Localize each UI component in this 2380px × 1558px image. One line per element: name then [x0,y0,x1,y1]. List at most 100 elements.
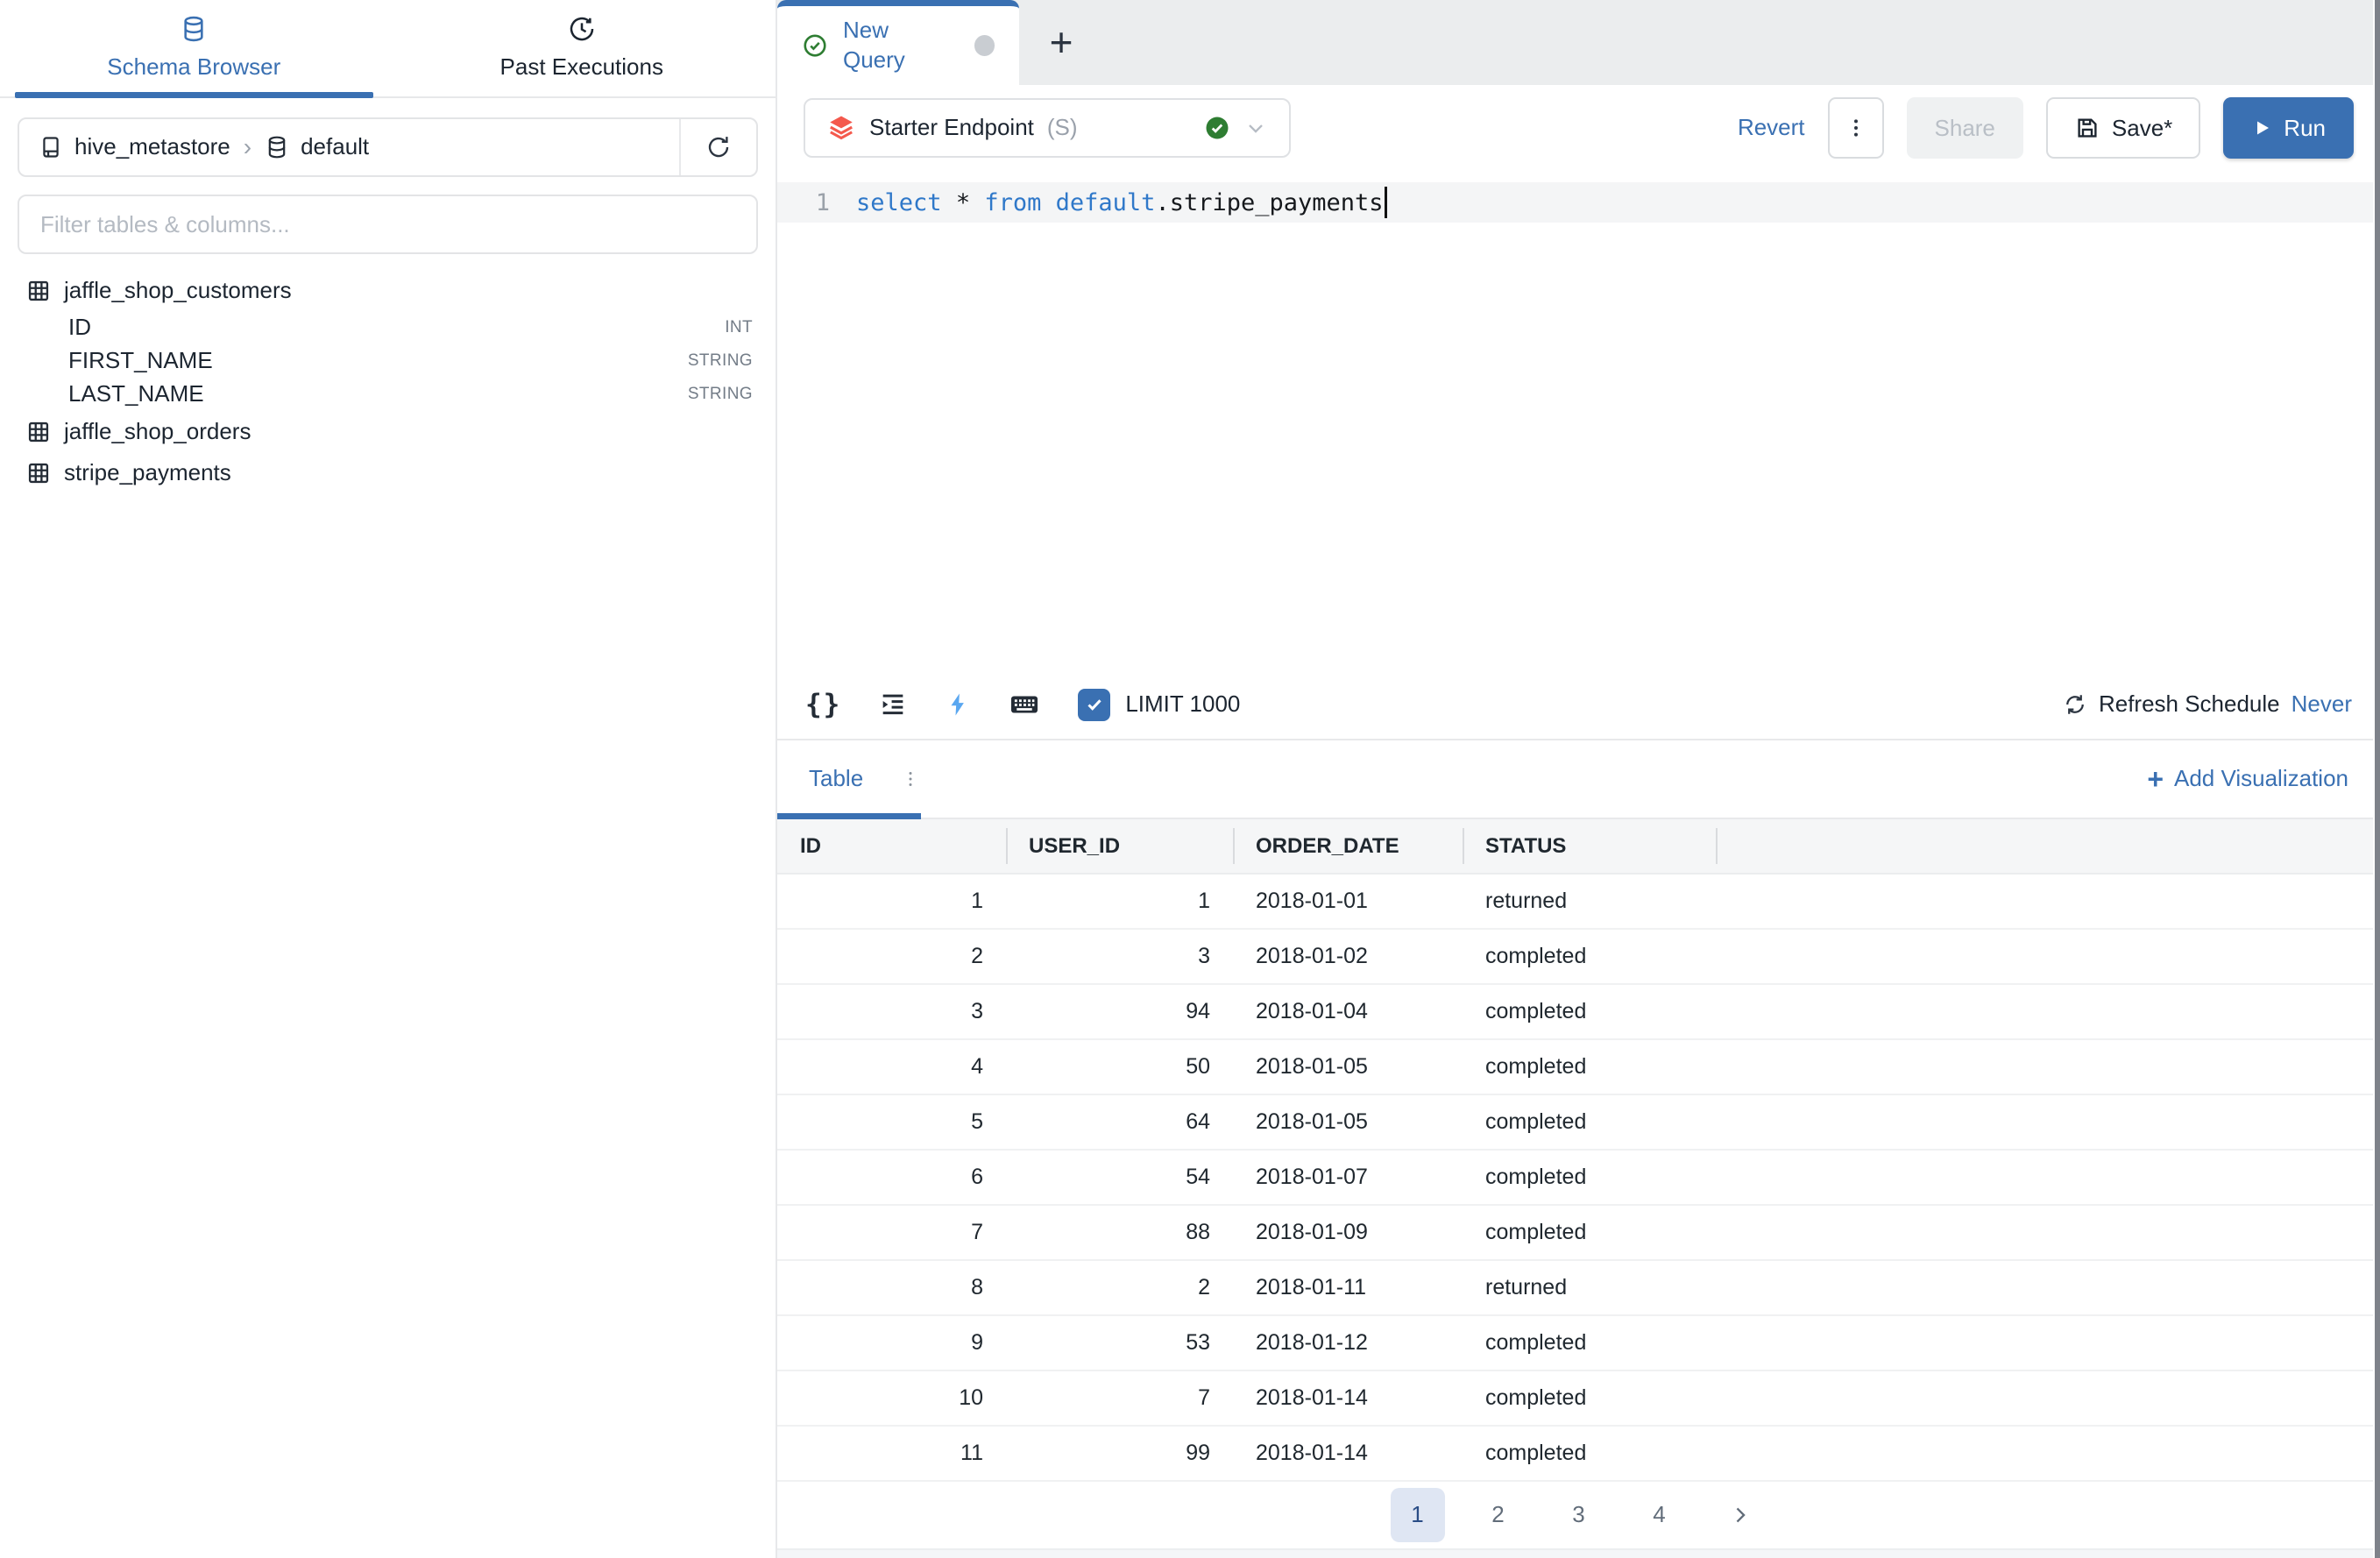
cell-order_date: 2018-01-14 [1256,1385,1368,1411]
endpoint-layers-icon [826,113,856,143]
sql-editor[interactable]: 1 select * from default.stripe_payments [777,171,2380,670]
cell-order_date: 2018-01-02 [1256,944,1368,969]
table-item-jaffle_shop_orders[interactable]: jaffle_shop_orders [18,411,758,452]
indent-icon[interactable] [878,690,908,719]
table-row: 10 7 2018-01-14 completed [777,1371,2380,1427]
save-button[interactable]: Save* [2045,97,2201,159]
page-button-2[interactable]: 2 [1491,1501,1505,1528]
more-actions-button[interactable] [1827,97,1884,159]
refresh-schedule-icon [2063,692,2087,717]
cell-user_id: 53 [1186,1330,1210,1356]
page-button-4[interactable]: 4 [1653,1501,1666,1528]
next-page-button[interactable] [1713,1488,1767,1542]
query-tabstrip: New Query + [777,0,2380,85]
breadcrumb-path[interactable]: hive_metastore › default [19,131,679,163]
table-row: 7 88 2018-01-09 completed [777,1206,2380,1261]
column-item-id[interactable]: ID INT [18,311,758,344]
column-type: STRING [687,351,753,370]
endpoint-status-icon [1204,115,1230,141]
tab-past-executions[interactable]: Past Executions [388,0,776,96]
query-tab-label: New Query [843,17,905,73]
table-item-jaffle_shop_customers[interactable]: jaffle_shop_customers [18,270,758,311]
share-button[interactable]: Share [1906,97,2023,159]
column-header-status[interactable]: STATUS [1463,819,1716,873]
refresh-schema-button[interactable] [679,119,756,175]
column-header-id[interactable]: ID [800,833,821,858]
column-item-first_name[interactable]: FIRST_NAME STRING [18,344,758,378]
limit-label: LIMIT 1000 [1125,690,1241,718]
table-row: 5 64 2018-01-05 completed [777,1095,2380,1151]
keyboard-shortcuts-icon[interactable] [1008,688,1041,721]
add-tab-button[interactable]: + [1049,18,1073,65]
cell-status: completed [1485,944,1587,969]
vertical-scrollbar[interactable] [2373,0,2380,1558]
column-name: ID [68,314,91,341]
cell-status: completed [1485,1165,1587,1190]
kebab-icon [1844,116,1868,140]
refresh-schedule-label: Refresh Schedule [2098,690,2280,718]
cell-id: 4 [971,1054,983,1080]
cell-filler [1716,1371,2380,1425]
filter-input[interactable] [18,195,758,254]
endpoint-selector[interactable]: Starter Endpoint (S) [804,98,1291,158]
active-tab-indicator [777,813,921,819]
tab-schema-browser[interactable]: Schema Browser [0,0,388,98]
cell-user_id: 64 [1186,1109,1210,1135]
bottom-strip [777,1548,2380,1558]
cell-order_date: 2018-01-05 [1256,1054,1368,1080]
column-item-last_name[interactable]: LAST_NAME STRING [18,378,758,411]
cell-status: completed [1485,1441,1587,1466]
cell-status: returned [1485,889,1568,914]
limit-toggle[interactable]: LIMIT 1000 [1078,688,1241,721]
cell-filler [1716,1095,2380,1149]
breadcrumb-schema[interactable]: default [301,133,370,160]
table-tab-kebab-icon[interactable] [900,768,921,790]
clock-icon [568,14,596,44]
sql-token: * [955,188,971,216]
column-header-order_date[interactable]: ORDER_DATE [1233,819,1463,873]
table-row: 8 2 2018-01-11 returned [777,1261,2380,1316]
page-button-1[interactable]: 1 [1390,1488,1445,1542]
cell-filler [1716,1040,2380,1094]
cell-status: completed [1485,1385,1587,1411]
format-query-button[interactable]: {} [805,689,842,720]
lightning-icon[interactable] [945,691,971,718]
column-name: LAST_NAME [68,380,204,407]
add-visualization-button[interactable]: + Add Visualization [2147,764,2348,794]
cell-filler [1716,1316,2380,1370]
breadcrumb-catalog[interactable]: hive_metastore [74,133,230,160]
table-item-stripe_payments[interactable]: stripe_payments [18,452,758,493]
tab-new-query[interactable]: New Query [777,0,1019,85]
endpoint-size: (S) [1046,114,1078,141]
run-label: Run [2284,114,2326,141]
cell-user_id: 50 [1186,1054,1210,1080]
cell-order_date: 2018-01-09 [1256,1220,1368,1245]
sql-token: from [984,188,1042,216]
refresh-schedule-value[interactable]: Never [2291,690,2352,718]
cell-id: 3 [971,999,983,1024]
limit-checkbox[interactable] [1078,688,1111,721]
cell-id: 5 [971,1109,983,1135]
results-panel: Table + Add Visualization ID USER_ID ORDER… [777,739,2380,1558]
cell-filler [1716,985,2380,1038]
cell-user_id: 99 [1186,1441,1210,1466]
page-button-3[interactable]: 3 [1572,1501,1585,1528]
cell-user_id: 94 [1186,999,1210,1024]
cell-user_id: 88 [1186,1220,1210,1245]
tab-table[interactable]: Table [809,765,864,792]
column-header-filler [1716,819,2380,873]
plus-icon: + [2147,762,2164,795]
table-name: stripe_payments [64,458,231,485]
column-header-user_id[interactable]: USER_ID [1006,819,1233,873]
cell-status: completed [1485,1109,1587,1135]
cell-id: 8 [971,1275,983,1300]
editor-footer: {} LIMIT 1000 Refresh Schedule [777,670,2380,739]
cell-user_id: 3 [1198,944,1210,969]
revert-link[interactable]: Revert [1737,114,1805,141]
database-icon [180,14,208,44]
table-grid-icon [26,420,51,444]
cell-id: 6 [971,1165,983,1190]
column-type: INT [725,317,753,336]
run-button[interactable]: Run [2223,97,2354,159]
